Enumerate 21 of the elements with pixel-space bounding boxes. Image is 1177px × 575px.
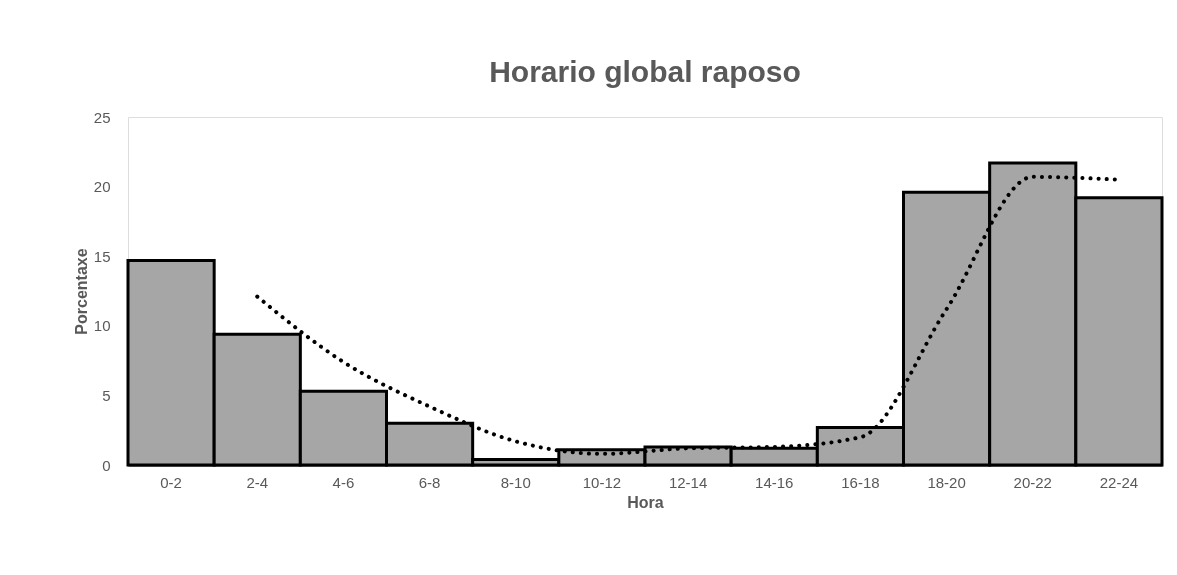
- x-tick-label: 6-8: [418, 473, 441, 491]
- x-axis-title: Hora: [627, 493, 664, 511]
- y-tick-label: 25: [93, 108, 111, 126]
- x-tick-label: 10-12: [582, 473, 622, 491]
- y-tick-label: 0: [102, 456, 111, 474]
- x-tick-label: 2-4: [246, 473, 269, 491]
- y-axis-title: Porcentaxe: [72, 248, 90, 335]
- x-tick-label: 14-16: [755, 473, 794, 491]
- x-tick-label: 22-24: [1099, 473, 1139, 491]
- x-tick-label: 20-22: [1013, 473, 1052, 491]
- y-tick-label: 20: [93, 178, 111, 196]
- x-tick-label: 18-20: [927, 473, 966, 491]
- x-tick-label: 12-14: [668, 473, 708, 491]
- x-tick-label: 8-10: [500, 473, 531, 491]
- y-tick-label: 10: [93, 317, 111, 335]
- chart-title: Horario global raposo: [489, 55, 801, 88]
- x-tick-label: 4-6: [332, 473, 355, 491]
- x-tick-label: 0-2: [160, 473, 182, 491]
- y-tick-label: 15: [93, 247, 111, 265]
- x-tick-label: 16-18: [841, 473, 880, 491]
- y-tick-label: 5: [102, 386, 111, 404]
